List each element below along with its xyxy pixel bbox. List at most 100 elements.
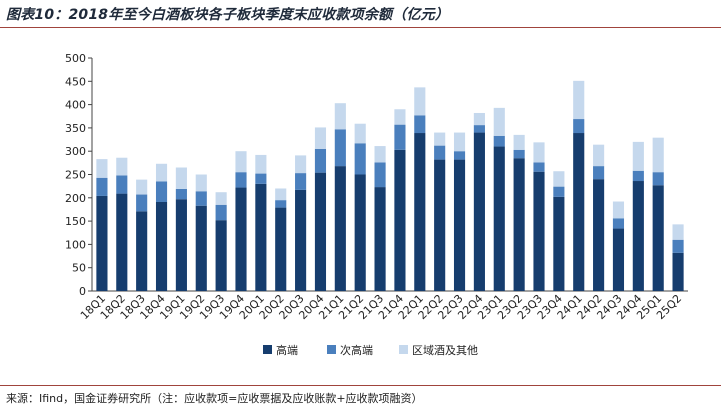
bar-segment-high-end bbox=[414, 133, 426, 291]
bar-segment-regional bbox=[275, 188, 287, 201]
bar-segment-high-end bbox=[96, 195, 108, 291]
bar-segment-regional bbox=[553, 171, 565, 187]
bar-segment-sub-high-end bbox=[652, 172, 664, 186]
y-tick-label: 150 bbox=[65, 215, 86, 228]
bar-segment-regional bbox=[314, 127, 327, 149]
bar-segment-sub-high-end bbox=[533, 162, 545, 172]
bar-segment-sub-high-end bbox=[493, 135, 505, 147]
bar-segment-high-end bbox=[195, 205, 207, 291]
bar-segment-high-end bbox=[612, 228, 625, 291]
bar-segment-sub-high-end bbox=[215, 204, 227, 221]
bar-segment-high-end bbox=[434, 159, 446, 291]
bar-segment-sub-high-end bbox=[314, 148, 327, 173]
bar-segment-high-end bbox=[493, 146, 505, 291]
bar-segment-regional bbox=[255, 154, 267, 174]
bar-segment-sub-high-end bbox=[632, 170, 644, 182]
y-tick-label: 400 bbox=[65, 99, 86, 112]
bar-segment-sub-high-end bbox=[275, 200, 287, 208]
title-divider bbox=[0, 27, 721, 28]
legend-item: 次高端 bbox=[327, 343, 373, 357]
bar-segment-regional bbox=[493, 107, 505, 136]
bar-segment-regional bbox=[434, 132, 446, 146]
bar-segment-high-end bbox=[513, 158, 525, 291]
bar-segment-high-end bbox=[652, 185, 664, 291]
legend-item: 高端 bbox=[263, 343, 298, 357]
bar-segment-sub-high-end bbox=[374, 162, 386, 188]
bar-segment-regional bbox=[473, 112, 485, 126]
bar-segment-sub-high-end bbox=[434, 145, 446, 160]
bar-segment-high-end bbox=[295, 189, 307, 291]
bar-segment-sub-high-end bbox=[116, 175, 128, 194]
bar-segment-high-end bbox=[314, 172, 327, 291]
bar-segment-high-end bbox=[394, 149, 406, 291]
bar-segment-sub-high-end bbox=[136, 194, 148, 212]
y-tick-label: 50 bbox=[72, 262, 86, 275]
bar-segment-high-end bbox=[573, 133, 585, 291]
bar-segment-high-end bbox=[155, 201, 168, 291]
bar-segment-high-end bbox=[255, 183, 267, 291]
bar-segment-sub-high-end bbox=[175, 188, 187, 200]
y-tick-label: 350 bbox=[65, 122, 86, 135]
bar-segment-sub-high-end bbox=[155, 181, 168, 202]
bar-segment-regional bbox=[414, 87, 426, 116]
bar-segment-sub-high-end bbox=[573, 119, 585, 134]
y-tick-label: 450 bbox=[65, 75, 86, 88]
bar-segment-regional bbox=[652, 137, 664, 173]
bar-segment-sub-high-end bbox=[334, 129, 346, 167]
bar-segment-high-end bbox=[334, 166, 346, 291]
y-tick-label: 100 bbox=[65, 238, 86, 251]
y-tick-label: 250 bbox=[65, 169, 86, 182]
bar-segment-high-end bbox=[235, 187, 247, 291]
bar-segment-high-end bbox=[473, 132, 485, 291]
bar-segment-regional bbox=[672, 224, 684, 240]
bar-segment-regional bbox=[573, 80, 585, 120]
bar-segment-regional bbox=[96, 159, 108, 178]
bar-segment-sub-high-end bbox=[612, 218, 625, 229]
y-tick-label: 200 bbox=[65, 192, 86, 205]
stacked-bar-chart: 05010015020025030035040045050018Q118Q218… bbox=[65, 52, 688, 357]
bar-segment-high-end bbox=[453, 159, 466, 291]
bar-segment-regional bbox=[374, 146, 386, 163]
bar-segment-sub-high-end bbox=[195, 191, 207, 206]
bar-segment-high-end bbox=[354, 174, 366, 291]
bar-segment-high-end bbox=[632, 181, 644, 291]
bar-segment-regional bbox=[175, 167, 187, 189]
legend-label: 次高端 bbox=[340, 343, 373, 357]
bar-segment-regional bbox=[632, 141, 644, 171]
bar-segment-high-end bbox=[374, 187, 386, 291]
bar-segment-sub-high-end bbox=[593, 166, 605, 180]
y-tick-label: 300 bbox=[65, 145, 86, 158]
legend-item: 区域酒及其他 bbox=[399, 344, 478, 357]
bar-segment-regional bbox=[354, 123, 366, 144]
bar-segment-regional bbox=[116, 157, 128, 176]
bar-segment-high-end bbox=[672, 252, 684, 291]
legend-label: 高端 bbox=[276, 343, 298, 357]
bar-segment-high-end bbox=[553, 196, 565, 291]
bar-segment-sub-high-end bbox=[255, 173, 267, 184]
bar-segment-sub-high-end bbox=[414, 115, 426, 134]
bar-segment-regional bbox=[593, 144, 605, 167]
legend-swatch bbox=[327, 345, 336, 354]
bar-segment-regional bbox=[513, 134, 525, 150]
bar-segment-sub-high-end bbox=[473, 125, 485, 133]
bar-segment-high-end bbox=[116, 193, 128, 291]
legend-swatch bbox=[399, 345, 408, 354]
bar-segment-high-end bbox=[275, 207, 287, 291]
bar-segment-sub-high-end bbox=[453, 151, 466, 160]
bar-segment-high-end bbox=[215, 220, 227, 291]
bar-segment-sub-high-end bbox=[235, 172, 247, 188]
bar-segment-sub-high-end bbox=[513, 149, 525, 159]
source-divider bbox=[0, 385, 721, 386]
legend-label: 区域酒及其他 bbox=[412, 344, 478, 357]
bar-segment-high-end bbox=[593, 179, 605, 291]
bar-segment-regional bbox=[155, 163, 168, 182]
bar-segment-high-end bbox=[136, 211, 148, 291]
source-note: 来源：Ifind，国金证券研究所（注：应收款项=应收票据及应收账款+应收款项融资… bbox=[6, 392, 423, 405]
bar-segment-regional bbox=[533, 142, 545, 163]
bar-segment-regional bbox=[394, 109, 406, 125]
bar-segment-regional bbox=[295, 155, 307, 174]
bar-segment-high-end bbox=[175, 199, 187, 291]
bar-segment-sub-high-end bbox=[394, 124, 406, 150]
bar-segment-sub-high-end bbox=[354, 143, 366, 175]
bar-segment-sub-high-end bbox=[553, 186, 565, 197]
